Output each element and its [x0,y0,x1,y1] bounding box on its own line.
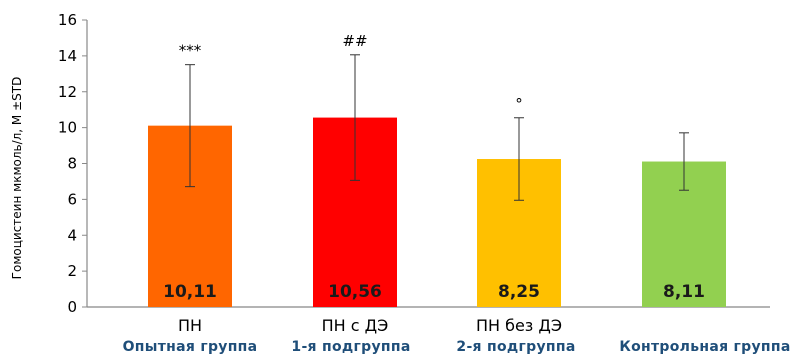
x-category-label: ПН с ДЭ [322,316,389,335]
significance-marker: *** [179,42,202,60]
x-category-label: ПН без ДЭ [476,316,562,335]
y-tick-label: 16 [58,11,77,29]
group-label: Опытная группа [123,339,258,355]
labels: 10,11 *** ПН 10,56 ## ПН с ДЭ 8,25 ° ПН без ДЭ 8,… [123,32,791,355]
group-label: 1-я подгруппа [291,339,410,355]
bars [148,54,726,307]
y-tick-label: 0 [67,298,77,316]
x-category-label: ПН [178,316,202,335]
data-label: 8,25 [498,282,540,302]
data-label: 10,11 [163,282,217,302]
group-label: 2-я подгруппа [456,339,575,355]
y-tick-label: 12 [58,83,77,101]
y-tick-label: 14 [58,47,77,65]
y-tick-label: 2 [67,262,77,280]
significance-marker: ## [342,32,367,50]
data-label: 10,56 [328,282,382,302]
y-axis-label: Гомоцистеин мкмоль/л, M ±STD [10,77,24,280]
y-tick-label: 8 [67,155,77,173]
y-tick-label: 10 [58,119,77,137]
y-tick-label: 4 [67,226,77,244]
data-label: 8,11 [663,282,705,302]
y-tick-label: 6 [67,190,77,208]
group-label: Контрольная группа [619,339,790,355]
significance-marker: ° [515,95,523,113]
